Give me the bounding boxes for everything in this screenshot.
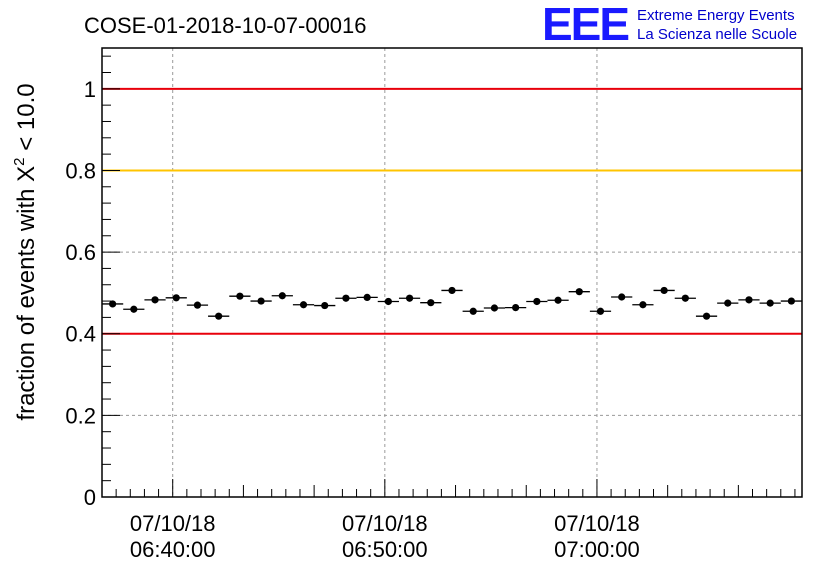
- x-tick-label-time: 06:50:00: [342, 537, 428, 562]
- data-marker: [660, 286, 668, 295]
- data-point: [314, 301, 336, 310]
- data-marker: [215, 312, 223, 320]
- grid: [102, 48, 802, 497]
- data-point: [335, 294, 357, 302]
- data-point: [483, 304, 506, 312]
- data-marker: [766, 299, 774, 307]
- data-point: [356, 293, 378, 301]
- data-point: [186, 301, 209, 309]
- y-axis-label-sup: 2: [11, 157, 28, 165]
- logo-line-2: La Scienza nelle Scuole: [637, 26, 797, 43]
- data-marker: [533, 297, 541, 306]
- data-marker: [448, 286, 456, 295]
- data-marker: [109, 300, 117, 308]
- data-point: [505, 304, 527, 312]
- data-point: [717, 299, 739, 307]
- data-marker: [490, 304, 499, 312]
- y-tick-label: 0.2: [65, 403, 96, 428]
- data-marker: [193, 301, 202, 309]
- data-point: [102, 300, 124, 308]
- data-point: [292, 301, 315, 309]
- data-point: [165, 294, 187, 302]
- data-marker: [512, 304, 520, 312]
- axes: 00.20.40.60.8107/10/1806:40:0007/10/1806…: [65, 47, 803, 562]
- x-tick-label-date: 07/10/18: [554, 511, 640, 536]
- data-marker: [745, 296, 753, 304]
- y-tick-label: 0.4: [65, 322, 96, 347]
- data-marker: [299, 301, 308, 309]
- data-point: [738, 296, 760, 304]
- data-marker: [130, 305, 138, 313]
- data-marker: [384, 297, 392, 306]
- data-point: [695, 312, 718, 320]
- data-point: [674, 294, 696, 302]
- data-point: [589, 307, 612, 315]
- x-tick-label-date: 07/10/18: [342, 511, 428, 536]
- data-point: [759, 299, 781, 307]
- x-tick-label-time: 07:00:00: [554, 537, 640, 562]
- data-marker: [724, 299, 732, 307]
- reference-lines: [102, 87, 802, 335]
- data-marker: [363, 293, 371, 301]
- data-marker: [702, 312, 711, 320]
- plot-frame: [101, 47, 803, 498]
- data-point: [398, 294, 421, 302]
- data-marker: [151, 296, 159, 304]
- data-point: [780, 297, 802, 305]
- x-tick-label-time: 06:40:00: [130, 537, 216, 562]
- data-marker: [787, 297, 795, 305]
- y-axis-label-suffix: < 10.0: [13, 83, 40, 157]
- data-point: [632, 301, 654, 309]
- data-point: [568, 288, 590, 296]
- y-axis-label-prefix: fraction of events with X: [13, 166, 40, 421]
- eee-logo: EEE Extreme Energy Events La Scienza nel…: [542, 0, 797, 50]
- data-point: [229, 292, 251, 300]
- data-marker: [575, 288, 583, 296]
- y-tick-label: 0: [84, 485, 96, 510]
- data-marker: [236, 292, 244, 300]
- data-point: [441, 286, 463, 295]
- y-tick-label: 0.6: [65, 240, 96, 265]
- data-point: [144, 296, 166, 304]
- y-tick-label: 0.8: [65, 158, 96, 183]
- data-point: [123, 305, 145, 313]
- data-point: [526, 297, 548, 306]
- y-axis-label: fraction of events with X2 < 10.0: [11, 83, 40, 420]
- data-point: [377, 297, 399, 306]
- data-point: [250, 297, 272, 305]
- data-point: [547, 296, 569, 304]
- chart-title: COSE-01-2018-10-07-00016: [84, 13, 367, 38]
- logo-line-1: Extreme Energy Events: [637, 7, 795, 24]
- y-tick-label: 1: [84, 77, 96, 102]
- data-marker: [639, 301, 647, 309]
- data-point: [462, 307, 484, 315]
- data-point: [653, 286, 675, 295]
- data-marker: [342, 294, 350, 302]
- data-point: [420, 299, 442, 307]
- data-marker: [681, 294, 689, 302]
- data-point: [271, 292, 293, 300]
- data-point: [208, 312, 230, 320]
- data-marker: [596, 307, 605, 315]
- data-marker: [554, 296, 562, 304]
- data-marker: [469, 307, 477, 315]
- x-tick-label-date: 07/10/18: [130, 511, 216, 536]
- data-marker: [618, 293, 626, 301]
- data-marker: [172, 294, 180, 302]
- data-marker: [405, 294, 414, 302]
- data-marker: [257, 297, 265, 305]
- data-point: [611, 293, 633, 301]
- data-marker: [427, 299, 435, 307]
- data-marker: [321, 301, 329, 310]
- logo-mark: EEE: [542, 0, 628, 50]
- data-series: [102, 286, 802, 320]
- data-marker: [278, 292, 286, 300]
